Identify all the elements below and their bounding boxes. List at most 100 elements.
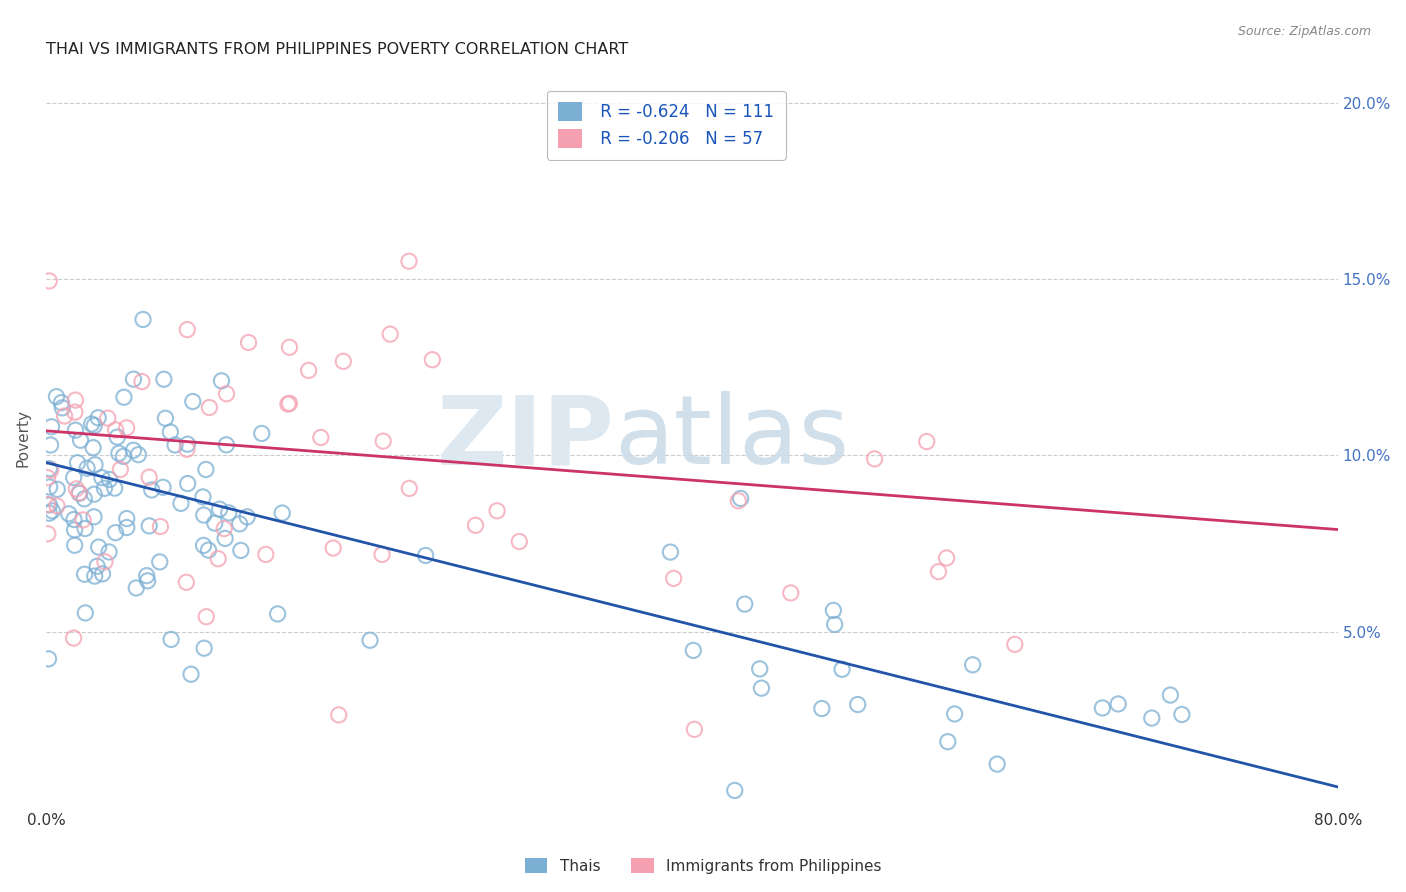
Point: [398, 254, 420, 268]
Point: [63, 538, 86, 552]
Point: [152, 480, 174, 494]
Point: [125, 581, 148, 595]
Point: [962, 657, 984, 672]
Point: [105, 430, 128, 444]
Point: [398, 482, 420, 496]
Point: [82, 441, 104, 455]
Point: [863, 451, 886, 466]
Point: [751, 681, 773, 695]
Legend:  R = -0.624   N = 111,  R = -0.206   N = 57: R = -0.624 N = 111, R = -0.206 N = 57: [547, 91, 786, 160]
Point: [131, 375, 153, 389]
Point: [464, 518, 486, 533]
Point: [63, 512, 86, 526]
Point: [138, 470, 160, 484]
Point: [51, 401, 73, 415]
Point: [309, 430, 332, 444]
Point: [39, 438, 62, 452]
Text: Source: ZipAtlas.com: Source: ZipAtlas.com: [1237, 25, 1371, 38]
Point: [87, 410, 110, 425]
Point: [91, 566, 114, 581]
Point: [159, 425, 181, 439]
Point: [1091, 701, 1114, 715]
Point: [115, 421, 138, 435]
Point: [97, 411, 120, 425]
Point: [53, 409, 76, 423]
Point: [1004, 637, 1026, 651]
Point: [165, 438, 187, 452]
Point: [112, 390, 135, 404]
Point: [115, 511, 138, 525]
Point: [67, 485, 90, 500]
Point: [278, 396, 301, 410]
Point: [75, 606, 97, 620]
Point: [229, 543, 252, 558]
Point: [127, 448, 149, 462]
Point: [83, 569, 105, 583]
Point: [135, 568, 157, 582]
Point: [215, 438, 238, 452]
Point: [1171, 707, 1194, 722]
Point: [943, 706, 966, 721]
Point: [659, 545, 682, 559]
Point: [155, 411, 177, 425]
Point: [194, 462, 217, 476]
Point: [823, 603, 845, 617]
Point: [193, 508, 215, 522]
Point: [108, 446, 131, 460]
Point: [278, 340, 301, 354]
Point: [204, 516, 226, 531]
Point: [122, 372, 145, 386]
Point: [682, 643, 704, 657]
Point: [207, 551, 229, 566]
Point: [76, 461, 98, 475]
Point: [83, 418, 105, 433]
Point: [65, 482, 87, 496]
Point: [37, 526, 59, 541]
Point: [38, 498, 60, 512]
Point: [936, 734, 959, 748]
Point: [138, 519, 160, 533]
Point: [486, 504, 509, 518]
Point: [110, 462, 132, 476]
Point: [63, 523, 86, 537]
Point: [38, 274, 60, 288]
Point: [328, 707, 350, 722]
Point: [41, 504, 63, 518]
Point: [846, 698, 869, 712]
Point: [122, 443, 145, 458]
Point: [65, 393, 87, 408]
Point: [211, 374, 233, 388]
Point: [80, 417, 103, 431]
Point: [297, 363, 319, 377]
Point: [748, 662, 770, 676]
Point: [915, 434, 938, 449]
Point: [38, 480, 60, 494]
Point: [811, 701, 834, 715]
Point: [322, 541, 344, 555]
Point: [83, 509, 105, 524]
Point: [724, 783, 747, 797]
Point: [67, 486, 90, 500]
Point: [51, 395, 73, 409]
Point: [986, 757, 1008, 772]
Point: [38, 461, 60, 475]
Point: [176, 322, 198, 336]
Point: [58, 507, 80, 521]
Point: [83, 487, 105, 501]
Point: [98, 473, 121, 487]
Point: [38, 506, 60, 520]
Point: [198, 401, 221, 415]
Point: [65, 423, 87, 437]
Point: [824, 617, 846, 632]
Point: [136, 574, 159, 588]
Point: [373, 434, 395, 449]
Point: [180, 667, 202, 681]
Point: [63, 405, 86, 419]
Point: [153, 372, 176, 386]
Point: [215, 386, 238, 401]
Point: [62, 470, 84, 484]
Point: [380, 327, 402, 342]
Point: [191, 490, 214, 504]
Point: [359, 633, 381, 648]
Point: [935, 550, 957, 565]
